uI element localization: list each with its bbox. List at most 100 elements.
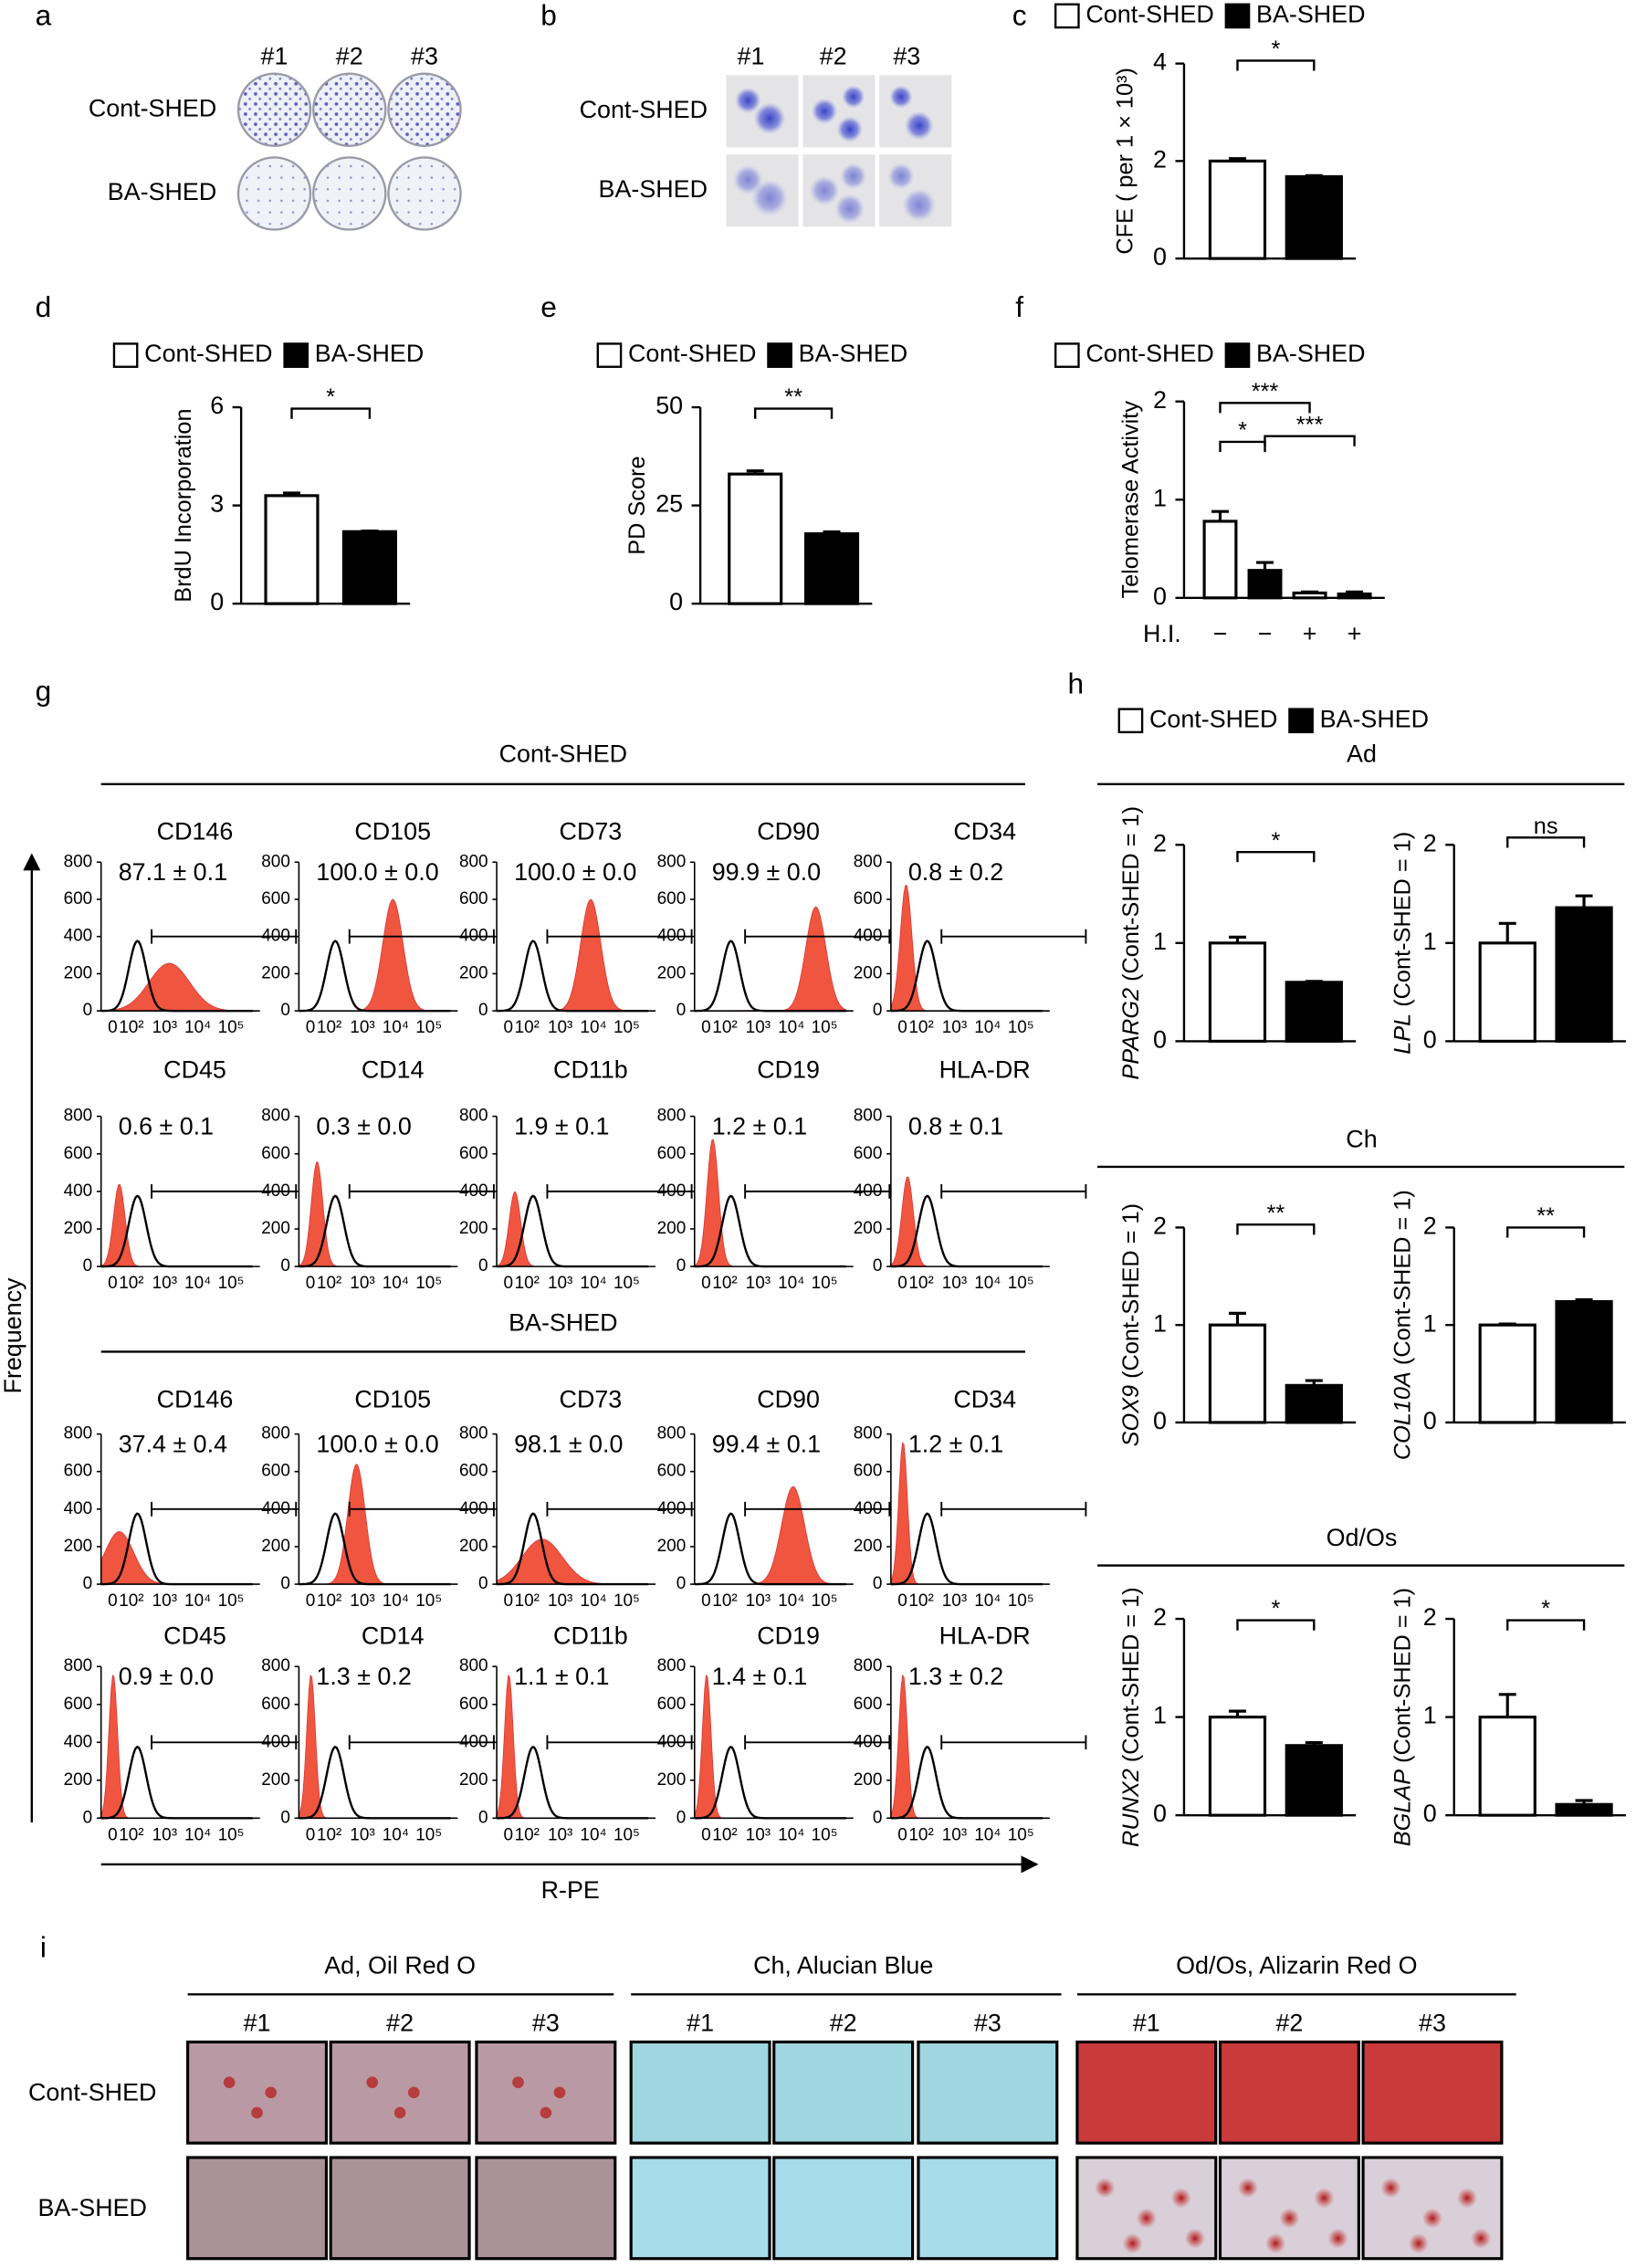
y-axis-label: RUNX2 (Cont-SHED = 1)	[1118, 1587, 1144, 1847]
y-tick-label: 200	[854, 1219, 883, 1238]
lipid-droplet	[393, 2106, 406, 2119]
legend-label: BA-SHED	[315, 340, 424, 367]
significance-label: **	[1536, 1203, 1555, 1229]
significance-bracket	[1236, 850, 1316, 863]
x-tick-label: 10⁴	[974, 1018, 1001, 1037]
y-tick-label: 200	[261, 963, 290, 982]
legend-swatch	[1224, 342, 1251, 368]
y-axis-label: BrdU Incorporation	[171, 408, 196, 602]
gene-name: RUNX2	[1118, 1769, 1144, 1847]
y-tick-label: 600	[64, 1462, 93, 1481]
legend-swatch	[1054, 342, 1080, 368]
stain-image	[475, 2156, 617, 2261]
panel-letter: g	[36, 675, 52, 708]
percent-label: 100.0 ± 0.0	[316, 858, 438, 886]
y-tick-label: 800	[657, 1107, 687, 1126]
legend-swatch	[1288, 708, 1314, 734]
legend-swatch	[1054, 3, 1080, 29]
y-tick-label: 400	[261, 1732, 290, 1751]
y-tick-label: 0	[280, 1001, 290, 1020]
bar	[1202, 520, 1238, 600]
percent-label: 1.9 ± 0.1	[514, 1112, 609, 1139]
y-tick-label: 200	[657, 1770, 687, 1790]
y-tick-label: 800	[854, 1656, 883, 1675]
column-label: #3	[974, 2010, 1002, 2037]
percent-label: 1.3 ± 0.2	[908, 1663, 1003, 1690]
y-tick-label: 200	[64, 963, 93, 982]
y-tick-label: 600	[459, 1695, 488, 1714]
bar	[1247, 569, 1283, 600]
y-tick-label: 600	[657, 889, 687, 908]
x-tick-label: 0	[306, 1591, 316, 1611]
x-tick-label: 10⁵	[812, 1274, 838, 1293]
y-axis-label-text: (Cont-SHED = 1)	[1390, 832, 1415, 1013]
mineral-deposit	[1184, 2228, 1206, 2249]
y-tick-label: 0	[478, 1808, 488, 1827]
x-tick-label: 10²	[712, 1018, 737, 1037]
x-tick-label: 10⁵	[218, 1825, 245, 1844]
stain-image	[475, 2040, 617, 2145]
significance-bracket	[1219, 402, 1311, 414]
y-tick-label: 600	[854, 1144, 883, 1163]
y-tick-label: 0	[280, 1574, 290, 1593]
gate	[940, 1183, 1087, 1199]
x-tick-label: 10⁴	[383, 1591, 409, 1611]
y-tick-label: 600	[657, 1695, 687, 1714]
y-tick-label: 200	[657, 1537, 687, 1556]
y-tick-label: 400	[459, 1732, 488, 1751]
x-tick-label: +	[1303, 620, 1317, 647]
column-label: #3	[532, 2010, 560, 2037]
colony-plate	[236, 156, 312, 231]
x-tick-label: 0	[897, 1825, 907, 1844]
x-tick-label: 10²	[712, 1274, 737, 1293]
y-tick-label: 0	[873, 1256, 883, 1276]
x-tick-label: 10³	[942, 1018, 967, 1037]
y-tick-label: 600	[64, 1695, 93, 1714]
y-tick-label: 600	[261, 1144, 290, 1163]
colony	[834, 194, 865, 224]
lipid-droplet	[540, 2106, 552, 2119]
y-tick-label: 400	[854, 1499, 883, 1518]
significance-bracket	[1506, 836, 1586, 848]
stain-image	[329, 2156, 471, 2261]
stained-histogram	[694, 906, 846, 1012]
row-label: Cont-SHED	[580, 96, 708, 123]
y-axis-label: LPL (Cont-SHED = 1)	[1390, 832, 1415, 1055]
x-tick-label: 10⁴	[778, 1825, 804, 1844]
y-axis-label-text: (Cont-SHED = 1)	[1118, 1203, 1144, 1385]
y-tick-label: 2	[1423, 829, 1437, 856]
colony	[735, 87, 761, 114]
lipid-droplet	[366, 2076, 379, 2089]
significance-bracket	[1506, 1619, 1586, 1631]
x-tick-label: 10²	[119, 1274, 143, 1293]
y-tick-label: 600	[459, 889, 488, 908]
colony-plate	[387, 72, 462, 147]
y-tick-label: 4	[1153, 48, 1167, 76]
x-tick-label: 10⁴	[383, 1825, 409, 1844]
x-tick-label: 10²	[119, 1591, 143, 1611]
x-tick-label: 10⁵	[614, 1274, 640, 1293]
significance-bracket	[1236, 59, 1316, 71]
y-tick-label: 0	[280, 1808, 290, 1827]
y-tick-label: 600	[657, 1462, 687, 1481]
x-tick-label: 10³	[942, 1274, 967, 1293]
y-tick-label: 0	[676, 1001, 687, 1020]
percent-label: 0.3 ± 0.0	[316, 1112, 411, 1139]
legend-swatch	[1117, 708, 1144, 734]
group-title: Ad, Oil Red O	[324, 1951, 476, 1979]
mineral-deposit	[1314, 2188, 1335, 2209]
x-tick-label: 10³	[746, 1825, 771, 1844]
significance-label: *	[326, 384, 335, 410]
marker-label: CD146	[157, 818, 234, 845]
colony	[753, 102, 786, 135]
column-label: #2	[1275, 2010, 1303, 2037]
y-axis-label: PD Score	[624, 456, 650, 554]
y-tick-label: 0	[478, 1256, 488, 1276]
bar	[803, 531, 860, 605]
panel-letter: d	[36, 290, 52, 323]
y-tick-label: 0	[1423, 1407, 1437, 1434]
column-label: #2	[830, 2010, 857, 2037]
mineral-deposit	[1265, 2233, 1286, 2254]
mineral-deposit	[1421, 2208, 1443, 2229]
